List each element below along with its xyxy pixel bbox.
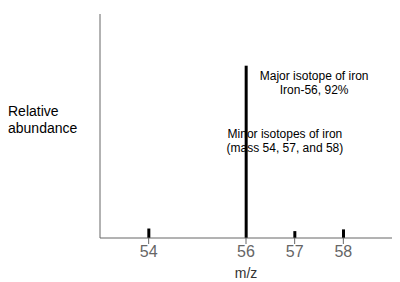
html-text:abundance: abundance [8,120,78,136]
svg-text:Major isotope of ironIron-56,: Major isotope of ironIron-56, 92% [260,69,369,97]
svg-text:58: 58 [334,243,352,260]
svg-text:57: 57 [286,243,304,260]
html-text:Relative: Relative [8,103,59,119]
svg-text:56: 56 [237,243,255,260]
svg-text:Minor isotopes of iron(mass 54: Minor isotopes of iron(mass 54, 57, and … [227,127,344,155]
svg-text:54: 54 [140,243,158,260]
svg-text:m/z: m/z [235,265,258,281]
